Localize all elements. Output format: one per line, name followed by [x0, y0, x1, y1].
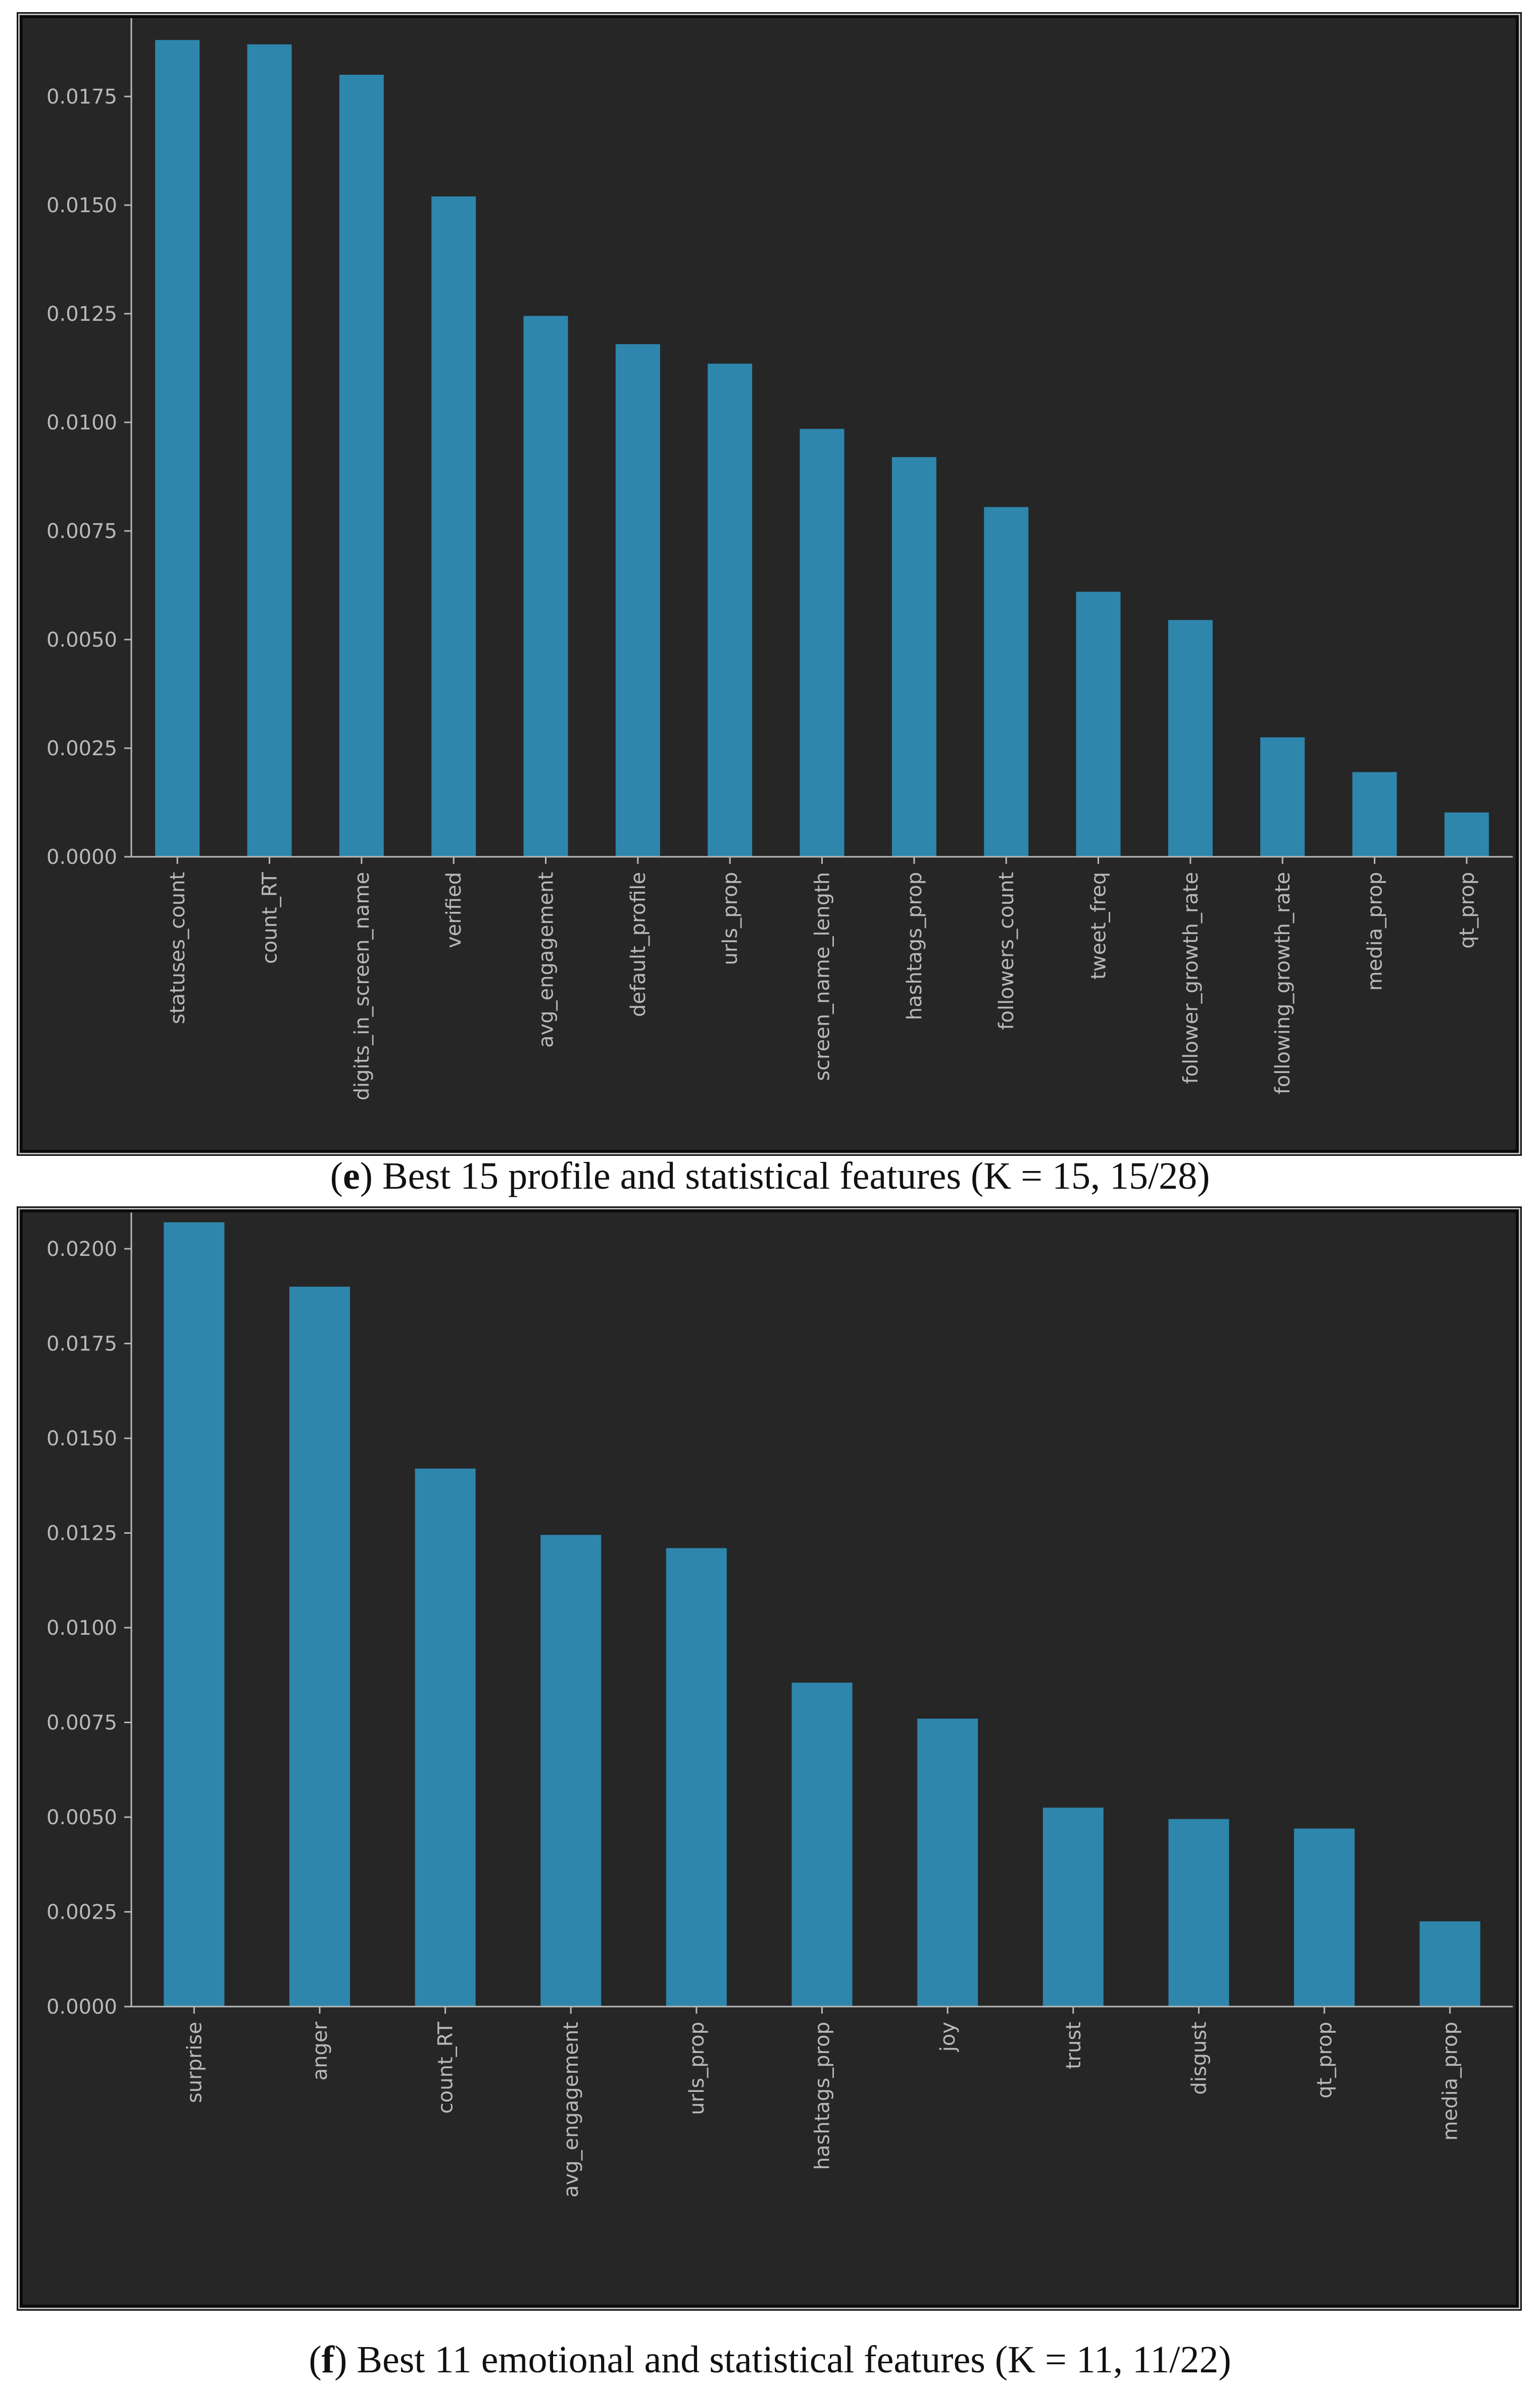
y-tick-label: 0.0050 — [46, 1806, 117, 1829]
x-tick-label: following_growth_rate — [1271, 872, 1295, 1094]
y-tick-label: 0.0200 — [46, 1238, 117, 1261]
bar-f-count_RT — [415, 1469, 476, 2007]
bar-f-joy — [917, 1719, 978, 2007]
bar-e-hashtags_prop — [891, 457, 936, 857]
bar-e-tweet_freq — [1076, 592, 1121, 857]
caption-e-letter: e — [342, 1155, 360, 1197]
y-tick-label: 0.0000 — [46, 846, 117, 869]
bar-f-anger — [289, 1287, 350, 2007]
y-tick-label: 0.0125 — [46, 303, 117, 326]
x-tick-label: joy — [936, 2022, 960, 2052]
bar-e-follower_growth_rate — [1168, 620, 1213, 857]
x-tick-label: statuses_count — [166, 872, 189, 1024]
x-tick-label: follower_growth_rate — [1179, 872, 1203, 1084]
x-tick-label: avg_engagement — [560, 2022, 583, 2198]
caption-f-text: Best 11 emotional and statistical featur… — [357, 2338, 1231, 2381]
bar-f-hashtags_prop — [791, 1682, 853, 2007]
x-tick-label: screen_name_length — [811, 872, 834, 1081]
bar-e-screen_name_length — [800, 428, 844, 857]
bar-f-media_prop — [1419, 1921, 1480, 2007]
bar-e-statuses_count — [155, 40, 200, 857]
bar-e-urls_prop — [708, 363, 753, 857]
x-tick-label: disgust — [1187, 2022, 1211, 2095]
bar-e-followers_count — [984, 507, 1029, 857]
bar-f-trust — [1042, 1808, 1104, 2007]
x-tick-label: qt_prop — [1313, 2022, 1336, 2099]
caption-e-text: Best 15 profile and statistical features… — [382, 1155, 1210, 1197]
x-tick-label: count_RT — [259, 871, 282, 964]
y-tick-label: 0.0150 — [46, 194, 117, 217]
y-tick-label: 0.0025 — [46, 1901, 117, 1924]
bar-f-disgust — [1168, 1819, 1229, 2007]
bar-e-digits_in_screen_name — [339, 75, 384, 857]
bar-f-avg_engagement — [540, 1535, 602, 2007]
bar-e-qt_prop — [1444, 812, 1489, 857]
x-tick-label: verified — [442, 872, 466, 948]
y-tick-label: 0.0100 — [46, 411, 117, 434]
x-tick-label: hashtags_prop — [811, 2022, 834, 2170]
bar-e-following_growth_rate — [1260, 737, 1305, 857]
x-tick-label: followers_count — [995, 872, 1018, 1030]
y-tick-label: 0.0025 — [46, 737, 117, 760]
y-tick-label: 0.0125 — [46, 1522, 117, 1545]
x-tick-label: surprise — [183, 2022, 206, 2103]
caption-f-letter: f — [321, 2338, 334, 2381]
bar-chart-f: 0.0000 0.0025 0.0050 0.0075 0.0100 0.0125 0.01… — [46, 1212, 1513, 2198]
chart-panel-f: 0.0000 0.0025 0.0050 0.0075 0.0100 0.0125 0.01… — [20, 1209, 1519, 2308]
bar-f-surprise — [164, 1222, 225, 2007]
x-tick-label: urls_prop — [719, 872, 742, 965]
bar-e-default_profile — [615, 344, 660, 857]
bar-chart-e: 0.0000 0.0025 0.0050 0.0075 0.0100 0.0125 0.01… — [46, 18, 1513, 1100]
bar-e-verified — [431, 196, 476, 857]
x-tick-label: media_prop — [1439, 2022, 1462, 2140]
y-tick-label: 0.0075 — [46, 520, 117, 543]
chart-panel-e: 0.0000 0.0025 0.0050 0.0075 0.0100 0.0125 0.01… — [20, 15, 1519, 1153]
bar-e-avg_engagement — [523, 316, 568, 857]
x-tick-label: trust — [1062, 2022, 1085, 2069]
x-tick-label: digits_in_screen_name — [351, 872, 374, 1100]
bar-e-count_RT — [247, 44, 292, 857]
bar-f-qt_prop — [1294, 1828, 1355, 2007]
bar-f-urls_prop — [666, 1548, 727, 2007]
x-tick-label: qt_prop — [1456, 872, 1479, 949]
y-tick-label: 0.0100 — [46, 1617, 117, 1640]
x-tick-label: avg_engagement — [535, 872, 558, 1048]
x-tick-label: urls_prop — [685, 2022, 709, 2115]
bar-e-media_prop — [1352, 772, 1397, 857]
x-tick-label: default_profile — [627, 872, 650, 1017]
caption-f: (f) Best 11 emotional and statistical fe… — [309, 2338, 1231, 2381]
y-tick-label: 0.0050 — [46, 628, 117, 652]
x-tick-label: media_prop — [1364, 872, 1387, 991]
y-tick-label: 0.0075 — [46, 1712, 117, 1735]
x-tick-label: anger — [309, 2021, 332, 2080]
y-tick-label: 0.0175 — [46, 1333, 117, 1356]
x-tick-label: count_RT — [434, 2021, 458, 2114]
y-tick-label: 0.0000 — [46, 1995, 117, 2019]
x-tick-label: hashtags_prop — [903, 872, 926, 1020]
x-tick-label: tweet_freq — [1087, 872, 1111, 980]
y-tick-label: 0.0175 — [46, 85, 117, 109]
y-tick-label: 0.0150 — [46, 1427, 117, 1450]
caption-e: (e) Best 15 profile and statistical feat… — [330, 1155, 1210, 1197]
